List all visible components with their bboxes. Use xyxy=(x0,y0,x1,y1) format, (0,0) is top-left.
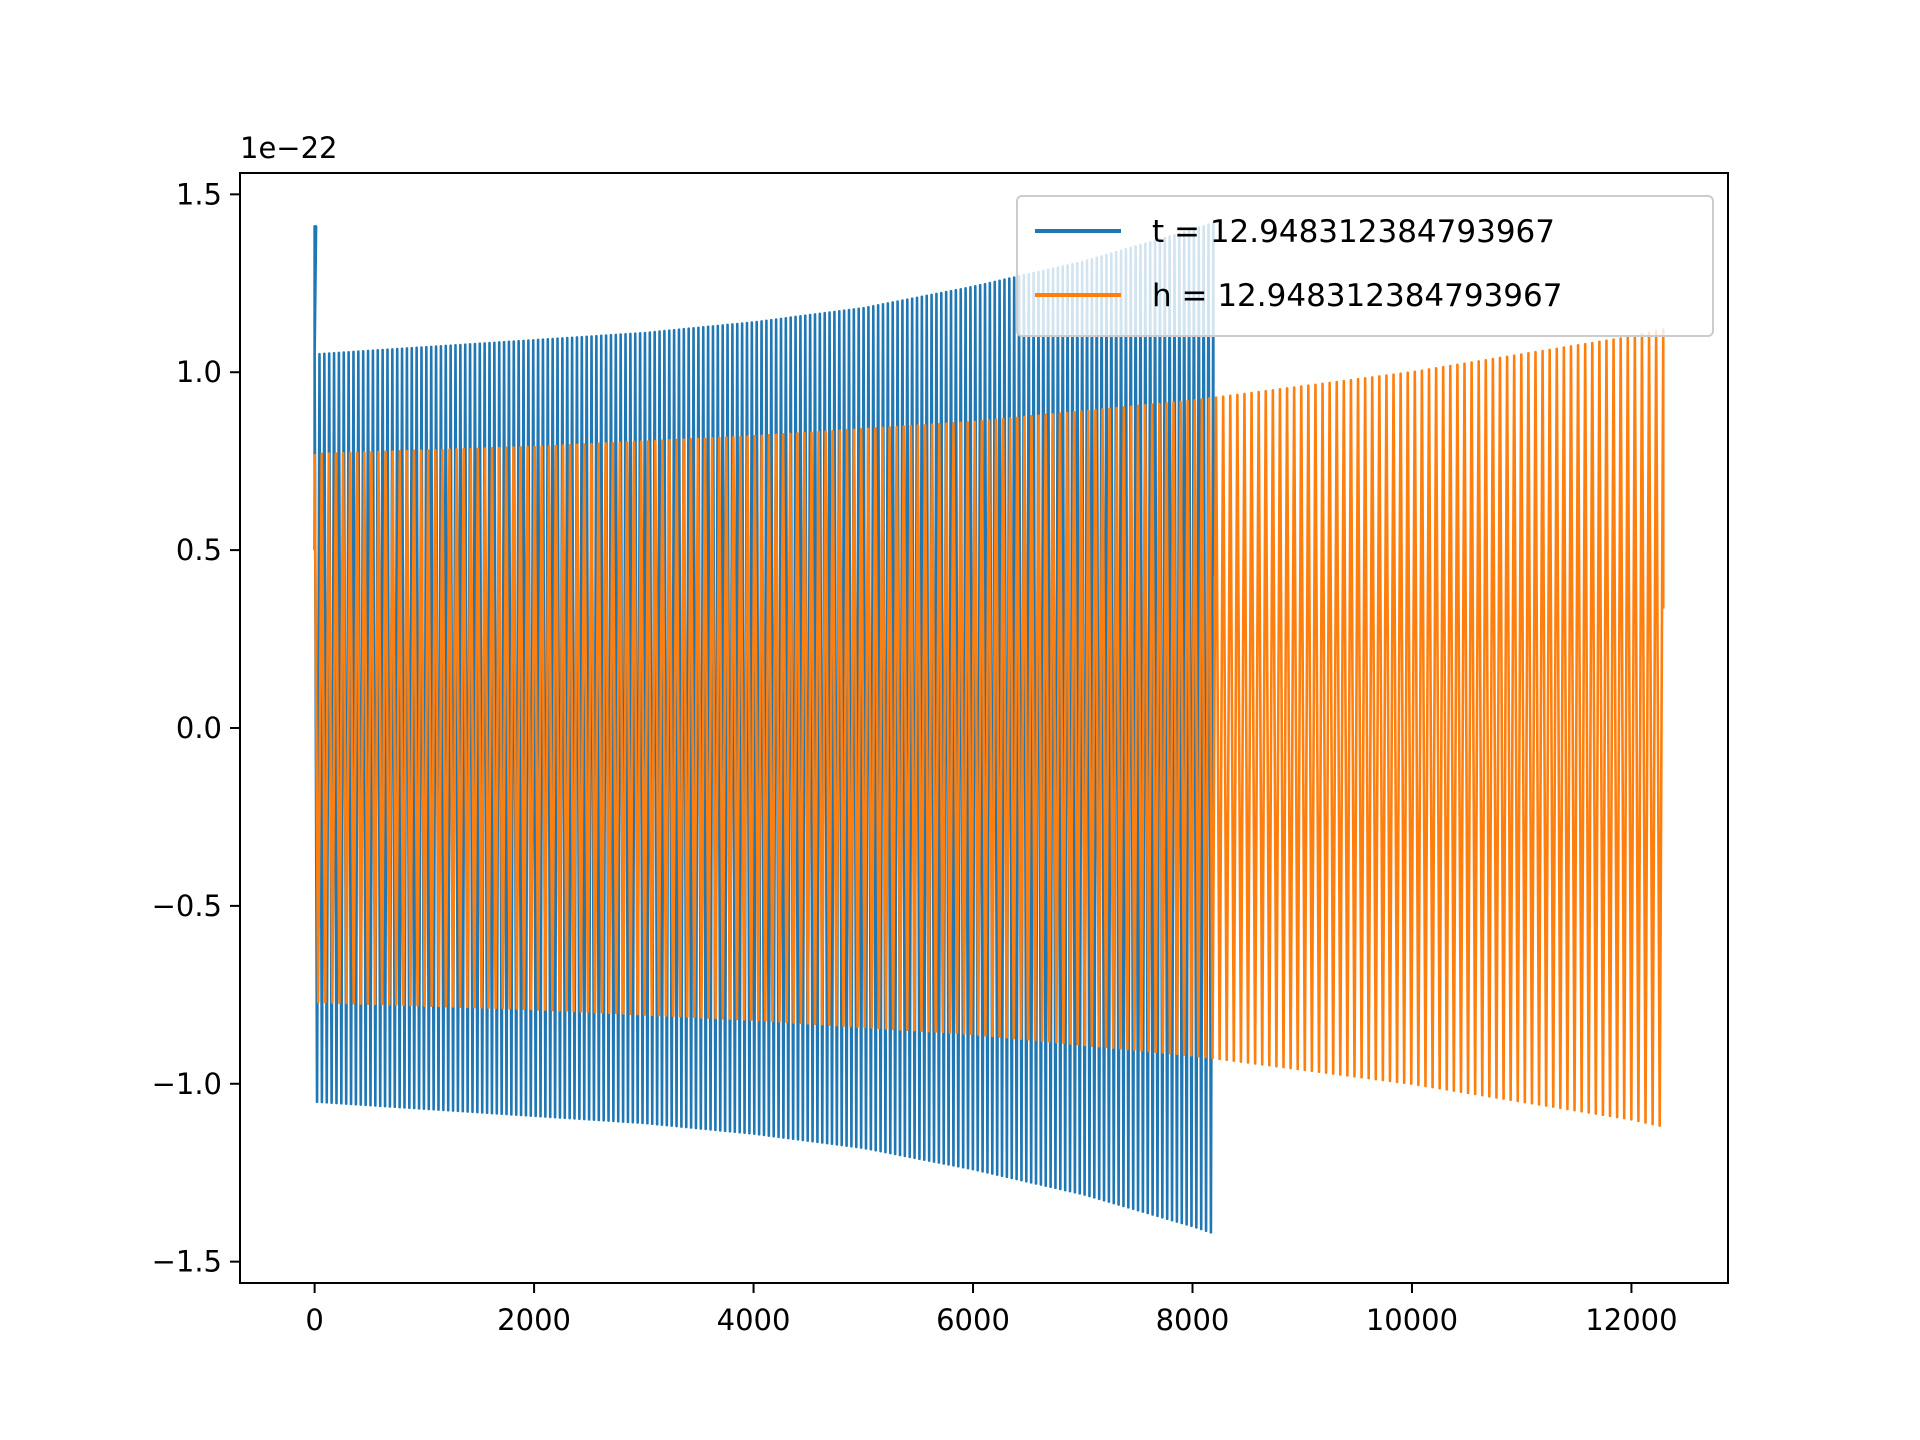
legend-box xyxy=(1016,195,1714,337)
x-tick-label: 6000 xyxy=(936,1303,1010,1337)
y-tick-label: 0.5 xyxy=(176,533,222,567)
y-tick-label: −1.5 xyxy=(152,1245,222,1279)
legend: t = 12.948312384793967 h = 12.94831238479… xyxy=(1016,195,1714,337)
y-offset-label: 1e−22 xyxy=(240,131,338,165)
x-tick-label: 2000 xyxy=(497,1303,571,1337)
x-tick-label: 8000 xyxy=(1156,1303,1230,1337)
legend-label: h = 12.948312384793967 xyxy=(1152,278,1562,314)
y-tick-label: 1.0 xyxy=(176,355,222,389)
y-tick-label: 1.5 xyxy=(176,177,222,211)
series-layer xyxy=(313,221,1665,1234)
x-tick-label: 0 xyxy=(305,1303,323,1337)
series-line-h xyxy=(313,328,1665,1127)
x-tick-label: 12000 xyxy=(1585,1303,1677,1337)
y-tick-label: −1.0 xyxy=(152,1067,222,1101)
x-tick-label: 10000 xyxy=(1366,1303,1458,1337)
y-axis: 1.5 1.0 0.5 0.0 −0.5 −1.0 −1.5 xyxy=(152,177,240,1279)
x-axis: 0 2000 4000 6000 8000 10000 12000 xyxy=(305,1283,1678,1337)
y-tick-label: 0.0 xyxy=(176,711,222,745)
y-tick-label: −0.5 xyxy=(152,889,222,923)
legend-label: t = 12.948312384793967 xyxy=(1152,214,1555,250)
x-tick-label: 4000 xyxy=(717,1303,791,1337)
plot-area xyxy=(313,221,1665,1234)
